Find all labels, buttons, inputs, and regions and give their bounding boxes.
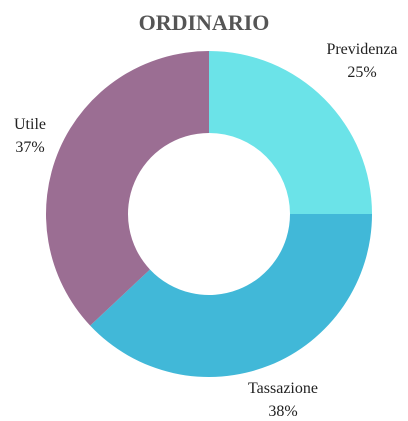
slice-value-label: 37% (15, 139, 44, 156)
donut-slice (46, 51, 209, 326)
slice-value-label: 25% (347, 64, 376, 81)
chart-title: ORDINARIO (139, 10, 270, 35)
slice-label: Tassazione (248, 380, 318, 397)
donut-slice (209, 51, 372, 214)
donut-slice (90, 214, 373, 377)
slice-label: Utile (14, 116, 46, 133)
slice-value-label: 38% (268, 403, 297, 420)
slice-label: Previdenza (326, 41, 397, 58)
